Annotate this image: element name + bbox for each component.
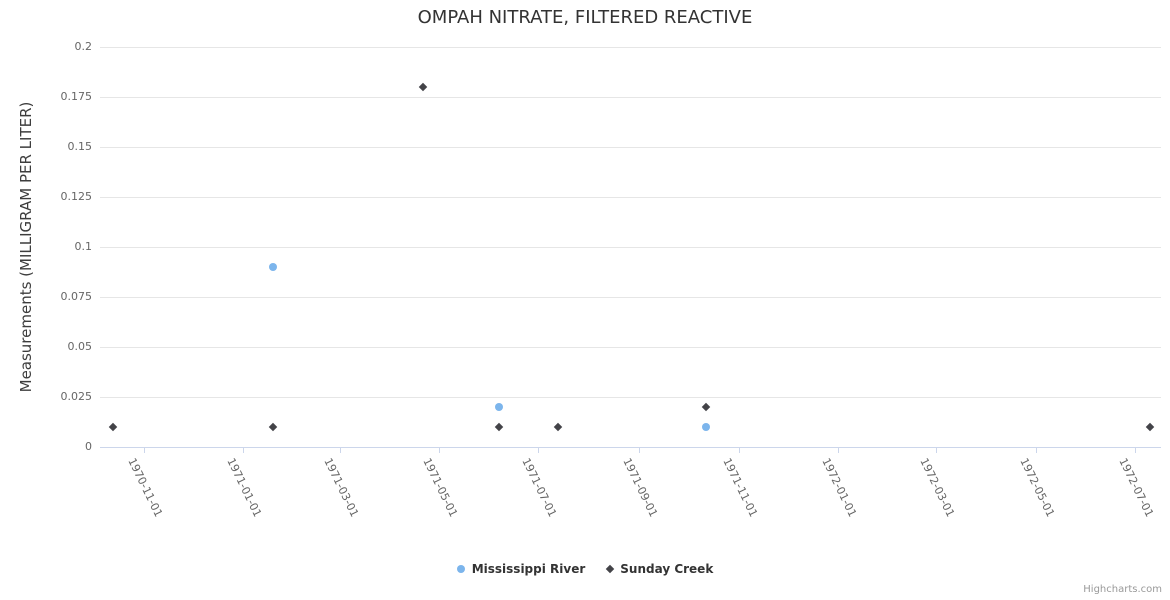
legend-label: Sunday Creek: [620, 562, 714, 576]
legend-item-mississippi-river[interactable]: Mississippi River: [456, 562, 586, 576]
data-point-sunday-creek[interactable]: [418, 82, 427, 92]
y-gridline: [100, 47, 1161, 48]
data-point-sunday-creek[interactable]: [1145, 422, 1154, 432]
y-axis-tick-label: 0.05: [67, 340, 93, 353]
legend: Mississippi River Sunday Creek: [0, 562, 1170, 576]
data-point-mississippi-river[interactable]: [495, 403, 504, 411]
x-axis-tick-label: 1971-11-01: [720, 456, 761, 520]
y-gridline: [100, 397, 1161, 398]
legend-item-sunday-creek[interactable]: Sunday Creek: [606, 562, 714, 576]
y-gridline: [100, 197, 1161, 198]
x-axis-line: [100, 447, 1161, 448]
x-axis-tick-label: 1972-05-01: [1017, 456, 1058, 520]
highcharts-credits[interactable]: Highcharts.com: [1083, 584, 1162, 595]
x-axis-tick-mark: [1036, 447, 1037, 453]
x-axis-tick-mark: [538, 447, 539, 453]
y-axis-tick-label: 0.075: [60, 290, 93, 303]
y-gridline: [100, 297, 1161, 298]
y-gridline: [100, 247, 1161, 248]
y-axis-tick-label: 0.025: [60, 390, 93, 403]
x-axis-tick-mark: [243, 447, 244, 453]
y-axis-tick-label: 0.125: [60, 190, 93, 203]
x-axis-tick-mark: [1135, 447, 1136, 453]
x-axis-tick-label: 1970-11-01: [125, 456, 166, 520]
data-point-sunday-creek[interactable]: [108, 422, 118, 432]
y-gridline: [100, 347, 1161, 348]
data-point-sunday-creek[interactable]: [702, 402, 711, 412]
x-axis-tick-mark: [439, 447, 440, 453]
x-axis-tick-label: 1971-05-01: [420, 456, 461, 520]
data-point-sunday-creek[interactable]: [553, 422, 563, 432]
x-axis-tick-label: 1972-03-01: [917, 456, 958, 520]
y-axis-tick-label: 0.2: [74, 40, 93, 53]
legend-label: Mississippi River: [471, 562, 586, 576]
y-axis-title: Measurements (MILLIGRAM PER LITER): [17, 101, 35, 393]
x-axis-tick-label: 1972-01-01: [819, 456, 860, 520]
x-axis-tick-mark: [340, 447, 341, 453]
x-axis-tick-label: 1971-03-01: [321, 456, 362, 520]
x-axis-tick-label: 1971-07-01: [519, 456, 560, 520]
x-axis-tick-mark: [936, 447, 937, 453]
data-point-sunday-creek[interactable]: [268, 422, 278, 432]
y-axis-tick-label: 0.175: [60, 90, 93, 103]
circle-marker-icon: [456, 565, 465, 573]
x-axis-tick-label: 1971-09-01: [620, 456, 661, 520]
y-axis-tick-label: 0: [85, 440, 92, 453]
chart-title: OMPAH NITRATE, FILTERED REACTIVE: [417, 7, 753, 28]
x-axis-tick-mark: [838, 447, 839, 453]
x-axis-tick-label: 1971-01-01: [224, 456, 265, 520]
data-point-sunday-creek[interactable]: [495, 422, 504, 432]
y-gridline: [100, 147, 1161, 148]
y-axis-tick-label: 0.1: [74, 240, 93, 253]
data-point-mississippi-river[interactable]: [268, 263, 277, 271]
x-axis-tick-mark: [144, 447, 145, 453]
x-axis-tick-mark: [739, 447, 740, 453]
data-point-mississippi-river[interactable]: [702, 423, 711, 431]
x-axis-tick-mark: [639, 447, 640, 453]
y-axis-tick-label: 0.15: [67, 140, 93, 153]
x-axis-tick-label: 1972-07-01: [1116, 456, 1157, 520]
y-gridline: [100, 97, 1161, 98]
diamond-marker-icon: [606, 564, 615, 574]
